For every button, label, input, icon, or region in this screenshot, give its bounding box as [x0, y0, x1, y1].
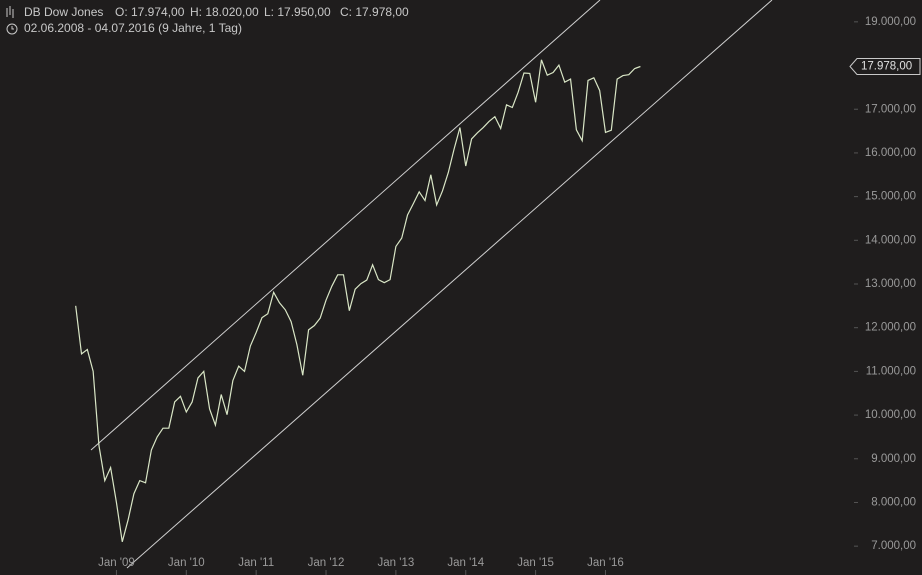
- x-tick-label: Jan '10: [168, 557, 205, 569]
- y-tick-label: 8.000,00: [871, 497, 916, 509]
- low: L: 17.950,00: [264, 5, 331, 19]
- clock-hands: [11, 26, 14, 30]
- x-tick-label: Jan '12: [308, 557, 345, 569]
- channel-upper: [90, 0, 601, 451]
- x-tick-label: Jan '16: [587, 557, 624, 569]
- x-tick-label: Jan '15: [517, 557, 554, 569]
- y-tick-label: 14.000,00: [865, 234, 916, 246]
- y-tick-label: 12.000,00: [865, 322, 916, 334]
- y-tick-label: 13.000,00: [865, 278, 916, 290]
- date-range: 02.06.2008 - 04.07.2016 (9 Jahre, 1 Tag): [24, 21, 242, 35]
- chart-icon: [6, 6, 14, 18]
- y-tick-label: 19.000,00: [865, 16, 916, 28]
- channel-lower: [126, 0, 773, 569]
- y-tick-label: 7.000,00: [871, 540, 916, 552]
- price-line: [75, 59, 641, 542]
- last-price-label: 17.978,00: [861, 61, 912, 73]
- y-tick-label: 15.000,00: [865, 191, 916, 203]
- clock-icon: [6, 23, 18, 35]
- last-price-box: [849, 58, 921, 76]
- open: O: 17.974,00: [115, 5, 185, 19]
- x-tick-label: Jan '13: [378, 557, 415, 569]
- close: C: 17.978,00: [340, 5, 409, 19]
- instrument-name: DB Dow Jones: [24, 5, 103, 19]
- y-tick-label: 11.000,00: [866, 365, 916, 377]
- y-tick-label: 17.000,00: [865, 103, 916, 115]
- x-tick-label: Jan '14: [447, 557, 484, 569]
- y-tick-label: 10.000,00: [865, 409, 916, 421]
- high: H: 18.020,00: [190, 5, 259, 19]
- y-tick-label: 16.000,00: [865, 147, 916, 159]
- x-tick-label: Jan '11: [238, 557, 274, 569]
- x-tick-label: Jan '09: [98, 557, 135, 569]
- y-tick-label: 9.000,00: [871, 453, 916, 465]
